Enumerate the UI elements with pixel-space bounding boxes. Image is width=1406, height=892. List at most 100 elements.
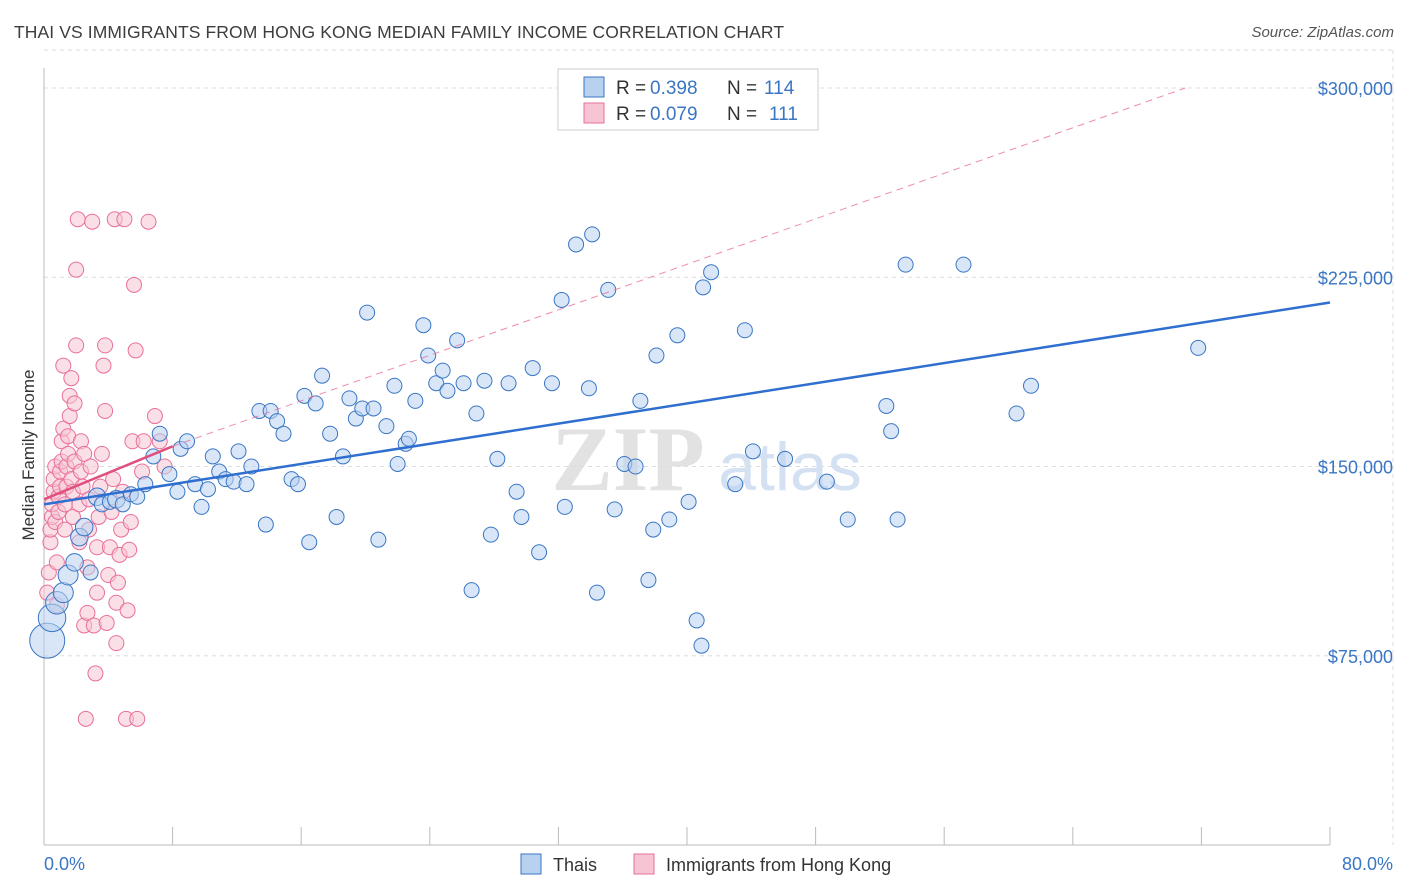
point-thais xyxy=(151,425,168,442)
source-credit: Source: ZipAtlas.com xyxy=(1251,24,1394,41)
point-thais xyxy=(632,392,649,409)
point-hong-kong xyxy=(126,276,143,293)
point-thais xyxy=(889,511,906,528)
point-thais xyxy=(169,483,186,500)
point-thais xyxy=(434,362,451,379)
point-thais xyxy=(1190,339,1207,356)
point-thais xyxy=(482,526,499,543)
point-thais xyxy=(669,327,686,344)
series-thais xyxy=(29,226,1207,659)
point-hong-kong xyxy=(97,402,114,419)
point-thais xyxy=(365,400,382,417)
point-hong-kong xyxy=(98,614,115,631)
legend-r-value-thais: 0.398 xyxy=(650,78,698,99)
point-thais xyxy=(500,375,517,392)
point-hong-kong xyxy=(66,395,83,412)
point-thais xyxy=(777,450,794,467)
point-thais xyxy=(341,390,358,407)
point-thais xyxy=(328,508,345,525)
point-thais xyxy=(65,553,84,572)
point-thais xyxy=(588,584,605,601)
point-thais xyxy=(415,317,432,334)
point-thais xyxy=(1023,377,1040,394)
point-hong-kong xyxy=(85,617,102,634)
point-thais xyxy=(703,264,720,281)
point-thais xyxy=(839,511,856,528)
point-hong-kong xyxy=(146,408,163,425)
point-hong-kong xyxy=(108,594,125,611)
point-hong-kong xyxy=(121,541,138,558)
trend-line-hong-kong xyxy=(43,445,174,501)
point-thais xyxy=(955,256,972,273)
point-thais xyxy=(463,582,480,599)
point-thais xyxy=(386,377,403,394)
point-thais xyxy=(693,637,710,654)
point-thais xyxy=(508,483,525,500)
point-hong-kong xyxy=(122,514,139,531)
point-hong-kong xyxy=(69,211,86,228)
point-hong-kong xyxy=(108,635,125,652)
point-thais xyxy=(736,322,753,339)
point-thais xyxy=(230,443,247,460)
point-hong-kong xyxy=(68,337,85,354)
point-thais xyxy=(489,450,506,467)
point-thais xyxy=(568,236,585,253)
point-thais xyxy=(648,347,665,364)
point-hong-kong xyxy=(116,211,133,228)
legend-swatch-hong-kong xyxy=(583,102,605,124)
point-thais xyxy=(204,448,221,465)
legend-n-label: N = xyxy=(727,78,762,99)
point-thais xyxy=(359,304,376,321)
y-tick-label: $75,000 xyxy=(1328,647,1393,667)
point-thais xyxy=(257,516,274,533)
y-tick-label: $150,000 xyxy=(1318,458,1393,478)
point-hong-kong xyxy=(48,554,65,571)
legend: R = 0.398 N = 114 R = 0.079 N = 111 xyxy=(557,68,819,131)
point-thais xyxy=(389,455,406,472)
legend-n-value-hong-kong: 111 xyxy=(769,104,798,125)
point-hong-kong xyxy=(82,458,99,475)
point-hong-kong xyxy=(77,710,94,727)
y-tick-label: $300,000 xyxy=(1318,79,1393,99)
point-thais xyxy=(407,392,424,409)
legend-r-label: R = xyxy=(616,78,651,99)
point-thais xyxy=(1008,405,1025,422)
point-thais xyxy=(680,493,697,510)
point-hong-kong xyxy=(140,213,157,230)
point-thais xyxy=(883,423,900,440)
y-tick-label: $225,000 xyxy=(1318,268,1393,288)
point-thais xyxy=(52,582,74,604)
bottom-legend: Thais Immigrants from Hong Kong xyxy=(520,853,891,875)
point-hong-kong xyxy=(64,508,81,525)
point-thais xyxy=(301,534,318,551)
point-hong-kong xyxy=(56,521,73,538)
point-thais xyxy=(161,466,178,483)
point-thais xyxy=(193,498,210,515)
legend-r-label: R = xyxy=(616,104,651,125)
point-hong-kong xyxy=(79,604,96,621)
legend-swatch-thais xyxy=(583,76,605,98)
point-thais xyxy=(289,476,306,493)
point-thais xyxy=(695,279,712,296)
point-thais xyxy=(400,430,417,447)
y-tick-labels: $75,000 $150,000 $225,000 $300,000 xyxy=(1318,79,1393,667)
trend-lines xyxy=(43,87,1331,506)
x-tick-label-min: 0.0% xyxy=(44,854,85,874)
point-thais xyxy=(727,476,744,493)
point-hong-kong xyxy=(119,602,136,619)
point-thais xyxy=(627,458,644,475)
point-thais xyxy=(275,425,292,442)
legend-r-value-hong-kong: 0.079 xyxy=(650,104,698,125)
point-hong-kong xyxy=(95,357,112,374)
point-thais xyxy=(82,564,99,581)
point-thais xyxy=(314,367,331,384)
point-thais xyxy=(688,612,705,629)
point-hong-kong xyxy=(84,213,101,230)
point-hong-kong xyxy=(63,370,80,387)
point-thais xyxy=(897,256,914,273)
point-thais xyxy=(524,360,541,377)
point-thais xyxy=(269,413,286,430)
point-thais xyxy=(556,498,573,515)
bottom-legend-label-hong-kong: Immigrants from Hong Kong xyxy=(666,855,891,875)
point-thais xyxy=(744,443,761,460)
